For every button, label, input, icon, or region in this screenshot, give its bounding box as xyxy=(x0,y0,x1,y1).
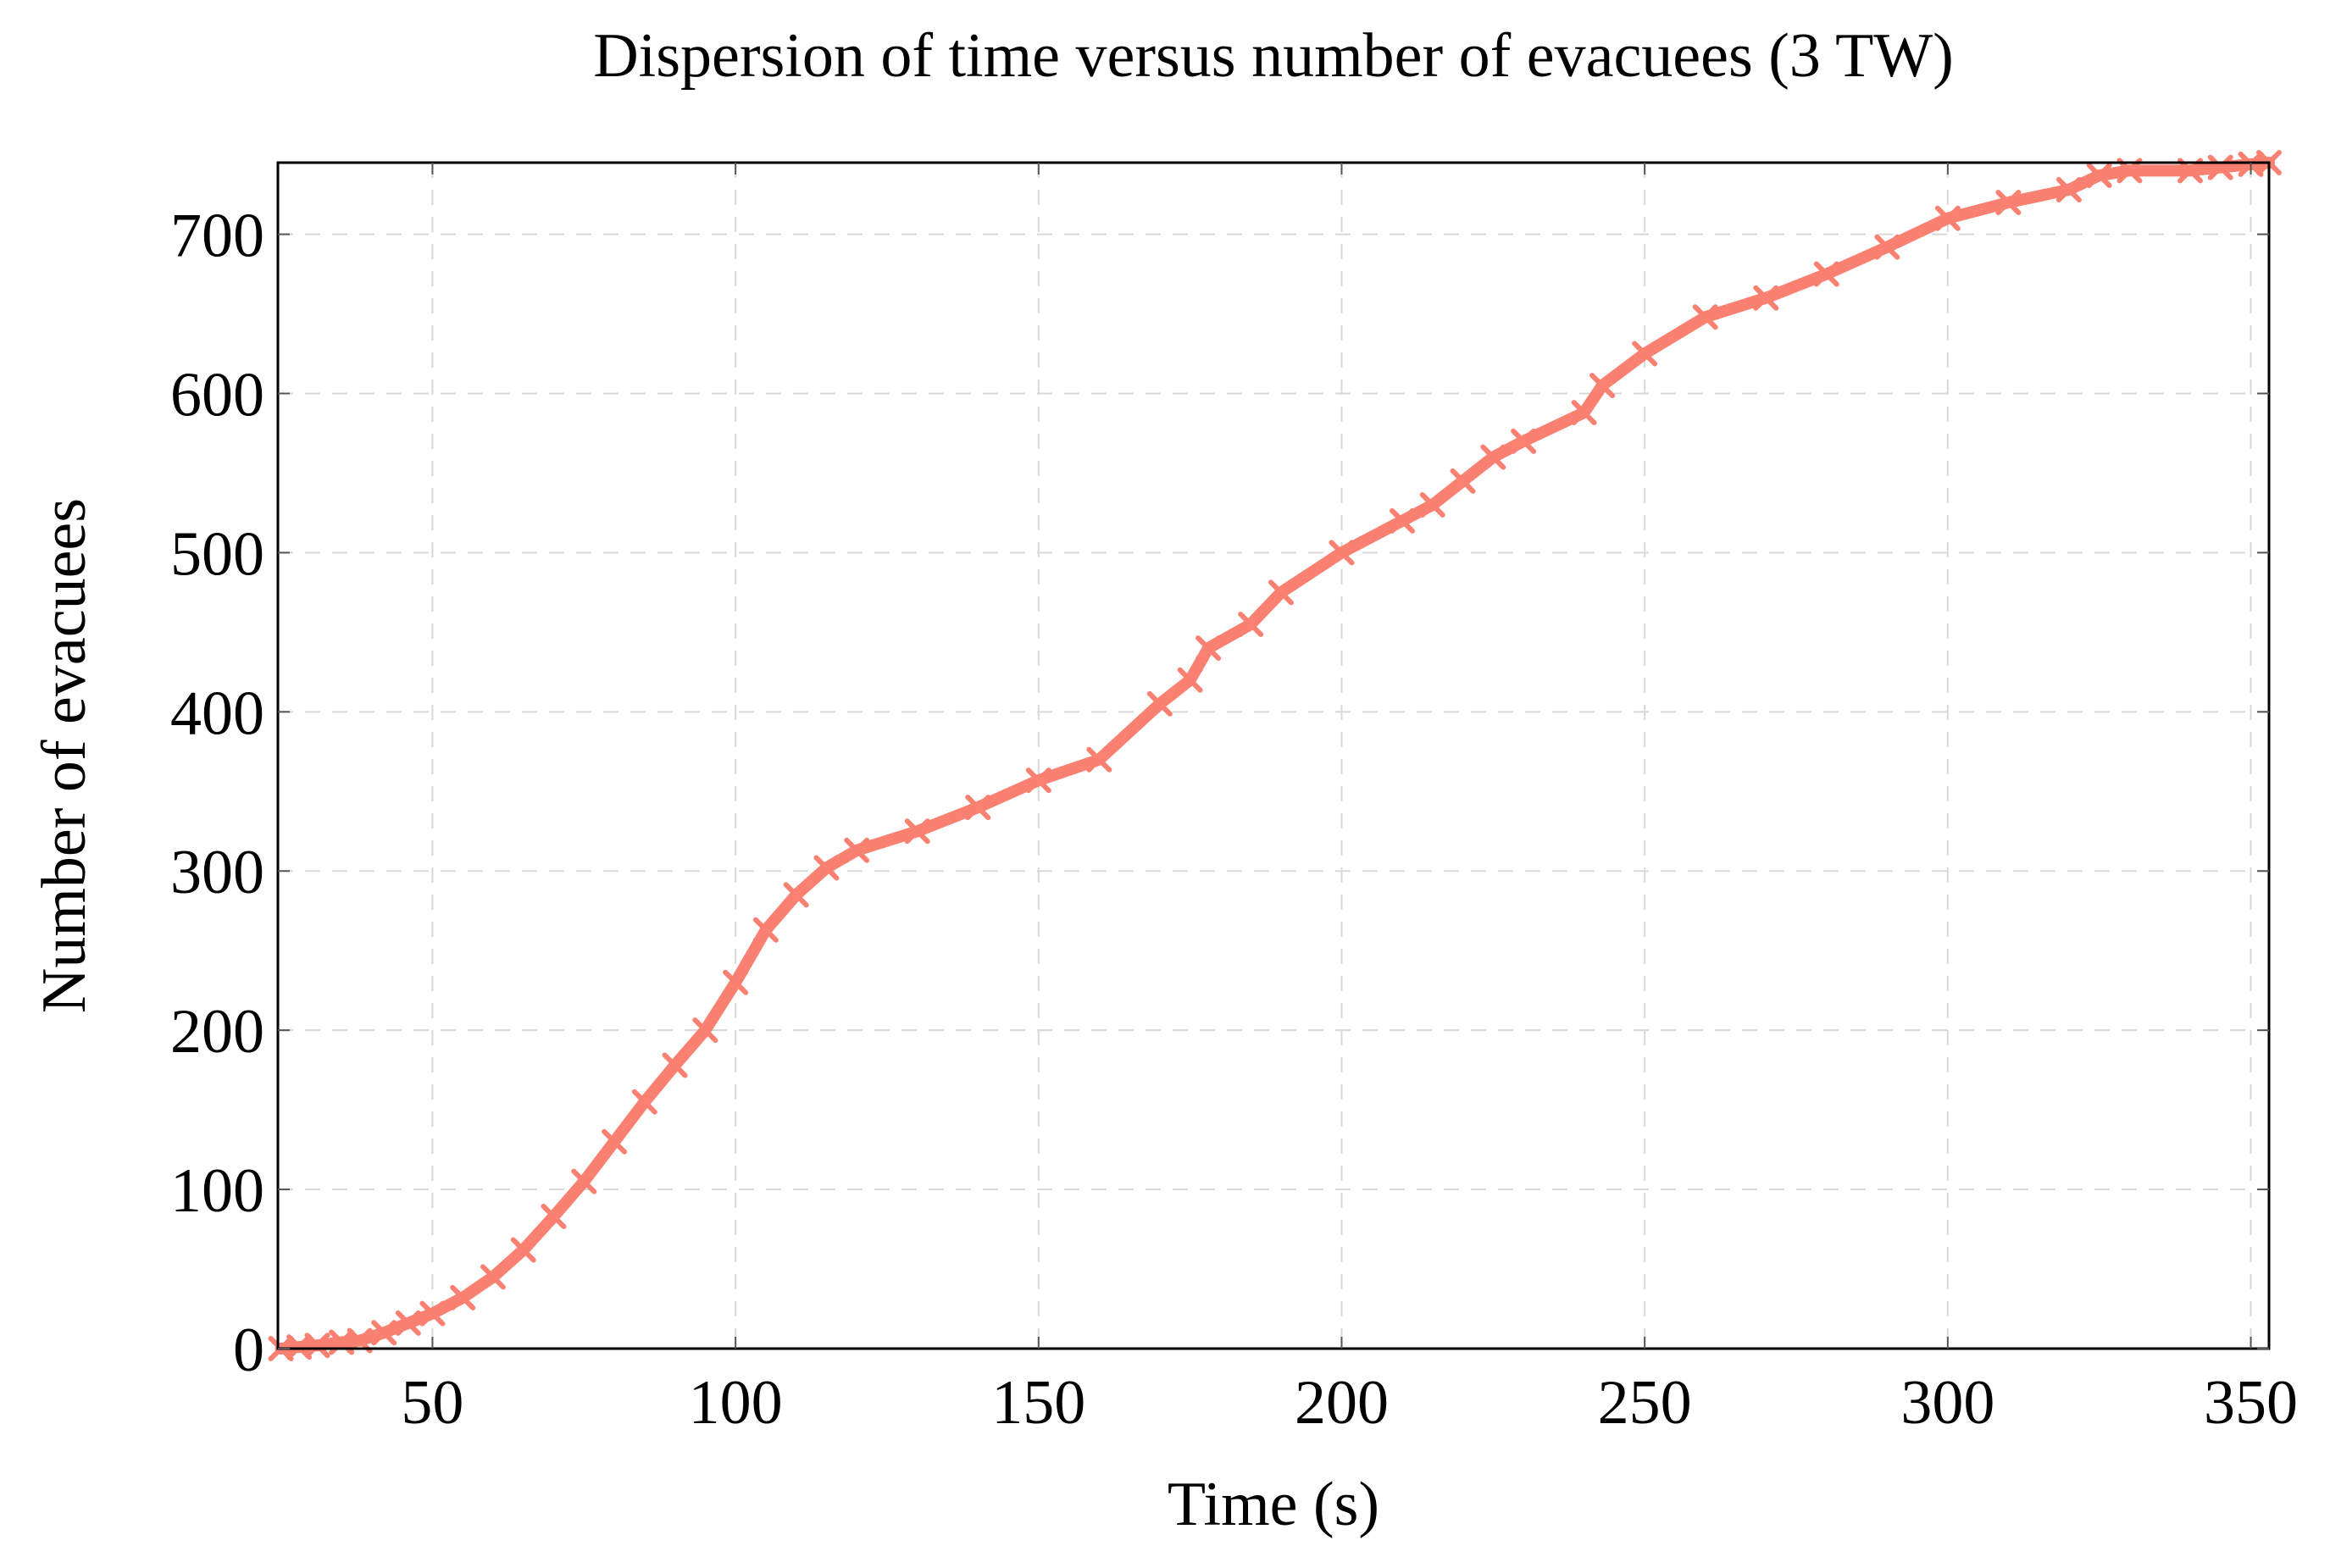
data-point xyxy=(1329,540,1355,566)
data-point xyxy=(571,1168,597,1194)
data-point xyxy=(1480,444,1506,470)
data-point xyxy=(752,917,779,943)
series-layer xyxy=(268,150,2282,1361)
y-tick-label: 300 xyxy=(170,838,264,907)
data-point xyxy=(1692,304,1718,330)
data-point xyxy=(1753,285,1779,311)
data-point xyxy=(1571,400,1597,426)
y-tick-label: 600 xyxy=(170,360,264,429)
data-point xyxy=(2055,176,2082,202)
data-point xyxy=(2207,154,2233,180)
chart-title: Dispersion of time versus number of evac… xyxy=(593,21,1954,91)
data-point xyxy=(1025,767,1051,794)
data-point xyxy=(419,1300,446,1327)
data-point xyxy=(1390,507,1416,534)
data-point xyxy=(1177,667,1203,693)
data-point xyxy=(1511,428,1537,454)
data-point xyxy=(371,1320,397,1346)
data-point xyxy=(813,855,840,881)
data-point xyxy=(1995,189,2022,215)
y-tick-label: 200 xyxy=(170,997,264,1067)
data-point xyxy=(783,882,809,908)
x-tick-label: 350 xyxy=(2204,1368,2298,1438)
data-point xyxy=(1268,579,1294,606)
data-point xyxy=(1450,468,1476,494)
data-point xyxy=(2086,163,2112,189)
data-point xyxy=(904,818,930,845)
y-tick-label: 400 xyxy=(170,679,264,748)
data-point xyxy=(541,1204,567,1230)
y-tick-label: 100 xyxy=(170,1156,264,1226)
series-line xyxy=(275,157,2275,1355)
data-point xyxy=(602,1128,628,1155)
data-point xyxy=(844,837,870,863)
y-tick-label: 500 xyxy=(170,519,264,589)
data-point xyxy=(1146,690,1173,717)
data-point xyxy=(1419,492,1445,518)
data-point xyxy=(395,1310,421,1336)
x-tick-label: 100 xyxy=(689,1368,783,1438)
data-point xyxy=(1934,205,1961,231)
x-tick-label: 250 xyxy=(1598,1368,1692,1438)
data-point xyxy=(1874,234,1900,260)
data-point xyxy=(1632,341,1658,367)
data-point xyxy=(692,1017,718,1044)
grid xyxy=(278,163,2269,1349)
x-tick-label: 200 xyxy=(1295,1368,1389,1438)
data-point xyxy=(480,1264,506,1290)
x-tick-label: 150 xyxy=(991,1368,1085,1438)
x-axis-label: Time (s) xyxy=(1168,1470,1379,1539)
data-point xyxy=(631,1089,657,1115)
x-tick-label: 50 xyxy=(401,1368,463,1438)
data-point xyxy=(450,1284,476,1310)
data-point xyxy=(723,969,749,995)
plot-frame xyxy=(276,161,2271,1350)
data-point xyxy=(1813,261,1839,287)
data-point xyxy=(1086,746,1112,773)
data-point xyxy=(965,795,991,821)
y-axis-label: Number of evacuees xyxy=(30,498,99,1013)
data-point xyxy=(1238,611,1264,637)
data-point xyxy=(1196,635,1222,662)
y-tick-label: 700 xyxy=(170,202,264,271)
data-point xyxy=(1589,373,1616,399)
ticks: 50 100 150 200 250 300 350 0 100 200 300 400 500 600 7… xyxy=(170,163,2298,1438)
data-point xyxy=(304,1333,330,1359)
data-point xyxy=(662,1052,688,1078)
data-point xyxy=(510,1237,536,1263)
y-tick-label: 0 xyxy=(233,1316,264,1385)
x-tick-label: 300 xyxy=(1900,1368,1994,1438)
